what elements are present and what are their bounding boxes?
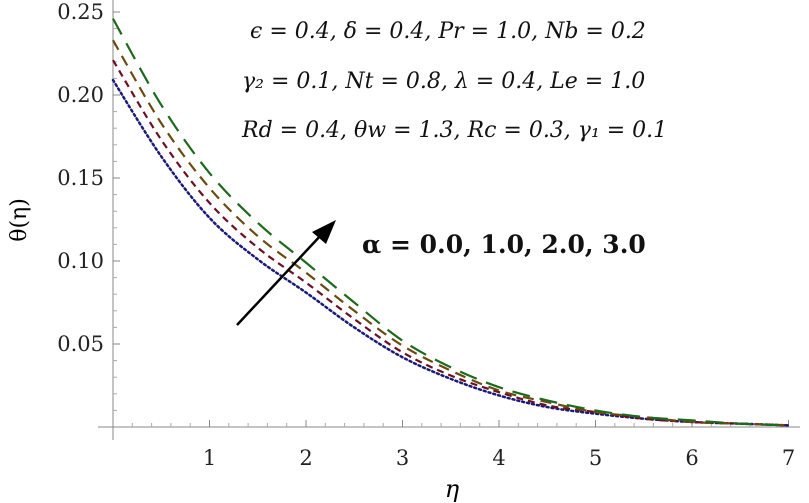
- series-line-alpha-3: [112, 18, 789, 427]
- x-tick-label: 1: [203, 446, 216, 470]
- alpha-label: α = 0.0, 1.0, 2.0, 3.0: [362, 230, 646, 259]
- series-line-alpha-2: [112, 39, 789, 427]
- y-axis-label: θ(η): [7, 198, 32, 242]
- y-tick-label: 0.20: [57, 83, 104, 107]
- axes: 1 2 3 4 5 6 7 0.05 0.10 0.15 0.20 0.25: [57, 0, 800, 470]
- annotation-line-3: Rd = 0.4, θw = 1.3, Rc = 0.3, γ₁ = 0.1: [241, 118, 667, 143]
- annotation-line-2: γ₂ = 0.1, Nt = 0.8, λ = 0.4, Le = 1.0: [242, 69, 645, 94]
- x-tick-label: 4: [492, 446, 505, 470]
- y-tick-label: 0.05: [57, 332, 104, 356]
- curves: [111, 18, 790, 427]
- x-axis-label: η: [445, 475, 460, 503]
- x-tick-label: 7: [782, 446, 795, 470]
- x-tick-label: 6: [685, 446, 698, 470]
- x-tick-label: 5: [589, 446, 602, 470]
- x-tick-label: 2: [299, 446, 312, 470]
- annotation-line-1: ϵ = 0.4, δ = 0.4, Pr = 1.0, Nb = 0.2: [250, 19, 646, 44]
- x-tick-label: 3: [396, 446, 409, 470]
- arrow: [236, 220, 336, 326]
- y-tick-label: 0.15: [57, 166, 104, 190]
- y-tick-label: 0.10: [57, 249, 104, 273]
- y-tick-label: 0.25: [57, 0, 104, 24]
